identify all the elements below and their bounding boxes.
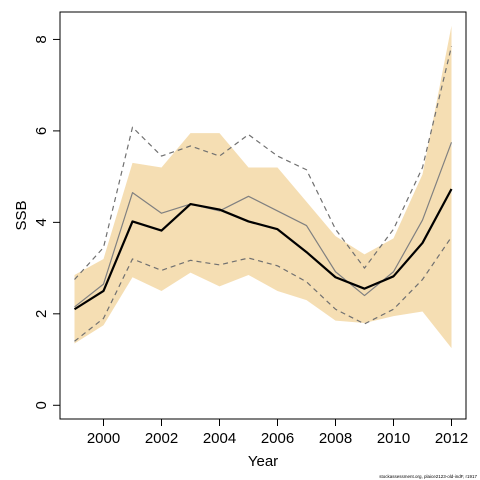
y-tick-label: 2 (33, 310, 50, 318)
y-tick-label: 4 (33, 218, 50, 226)
x-tick-label: 2000 (87, 430, 120, 447)
series-line-solid-bold (73, 188, 453, 311)
x-tick-label: 2004 (203, 430, 236, 447)
y-tick-label: 6 (33, 127, 50, 135)
series-line-solid-thin (74, 142, 453, 308)
y-tick-label: 8 (33, 35, 50, 43)
y-tick-label: 0 (33, 401, 50, 409)
series-line-dashed-upper (74, 46, 453, 280)
x-tick-label: 2002 (145, 430, 178, 447)
series-layer (73, 46, 453, 342)
y-axis: 0 2 4 6 8 (33, 35, 60, 409)
confidence-band (74, 25, 452, 349)
x-tick-label: 2012 (435, 430, 468, 447)
credit-text: stockassessment.org, plaice2123-old-indF… (379, 474, 477, 479)
x-tick-label: 2008 (319, 430, 352, 447)
x-tick-label: 2006 (261, 430, 294, 447)
x-axis-title: Year (248, 453, 278, 470)
y-axis-title: SSB (13, 200, 30, 230)
x-tick-label: 2010 (377, 430, 410, 447)
confidence-band-layer (74, 25, 452, 349)
x-axis: 2000 2002 2004 2006 2008 2010 2012 (87, 418, 468, 447)
series-line-dashed-lower (74, 236, 452, 342)
